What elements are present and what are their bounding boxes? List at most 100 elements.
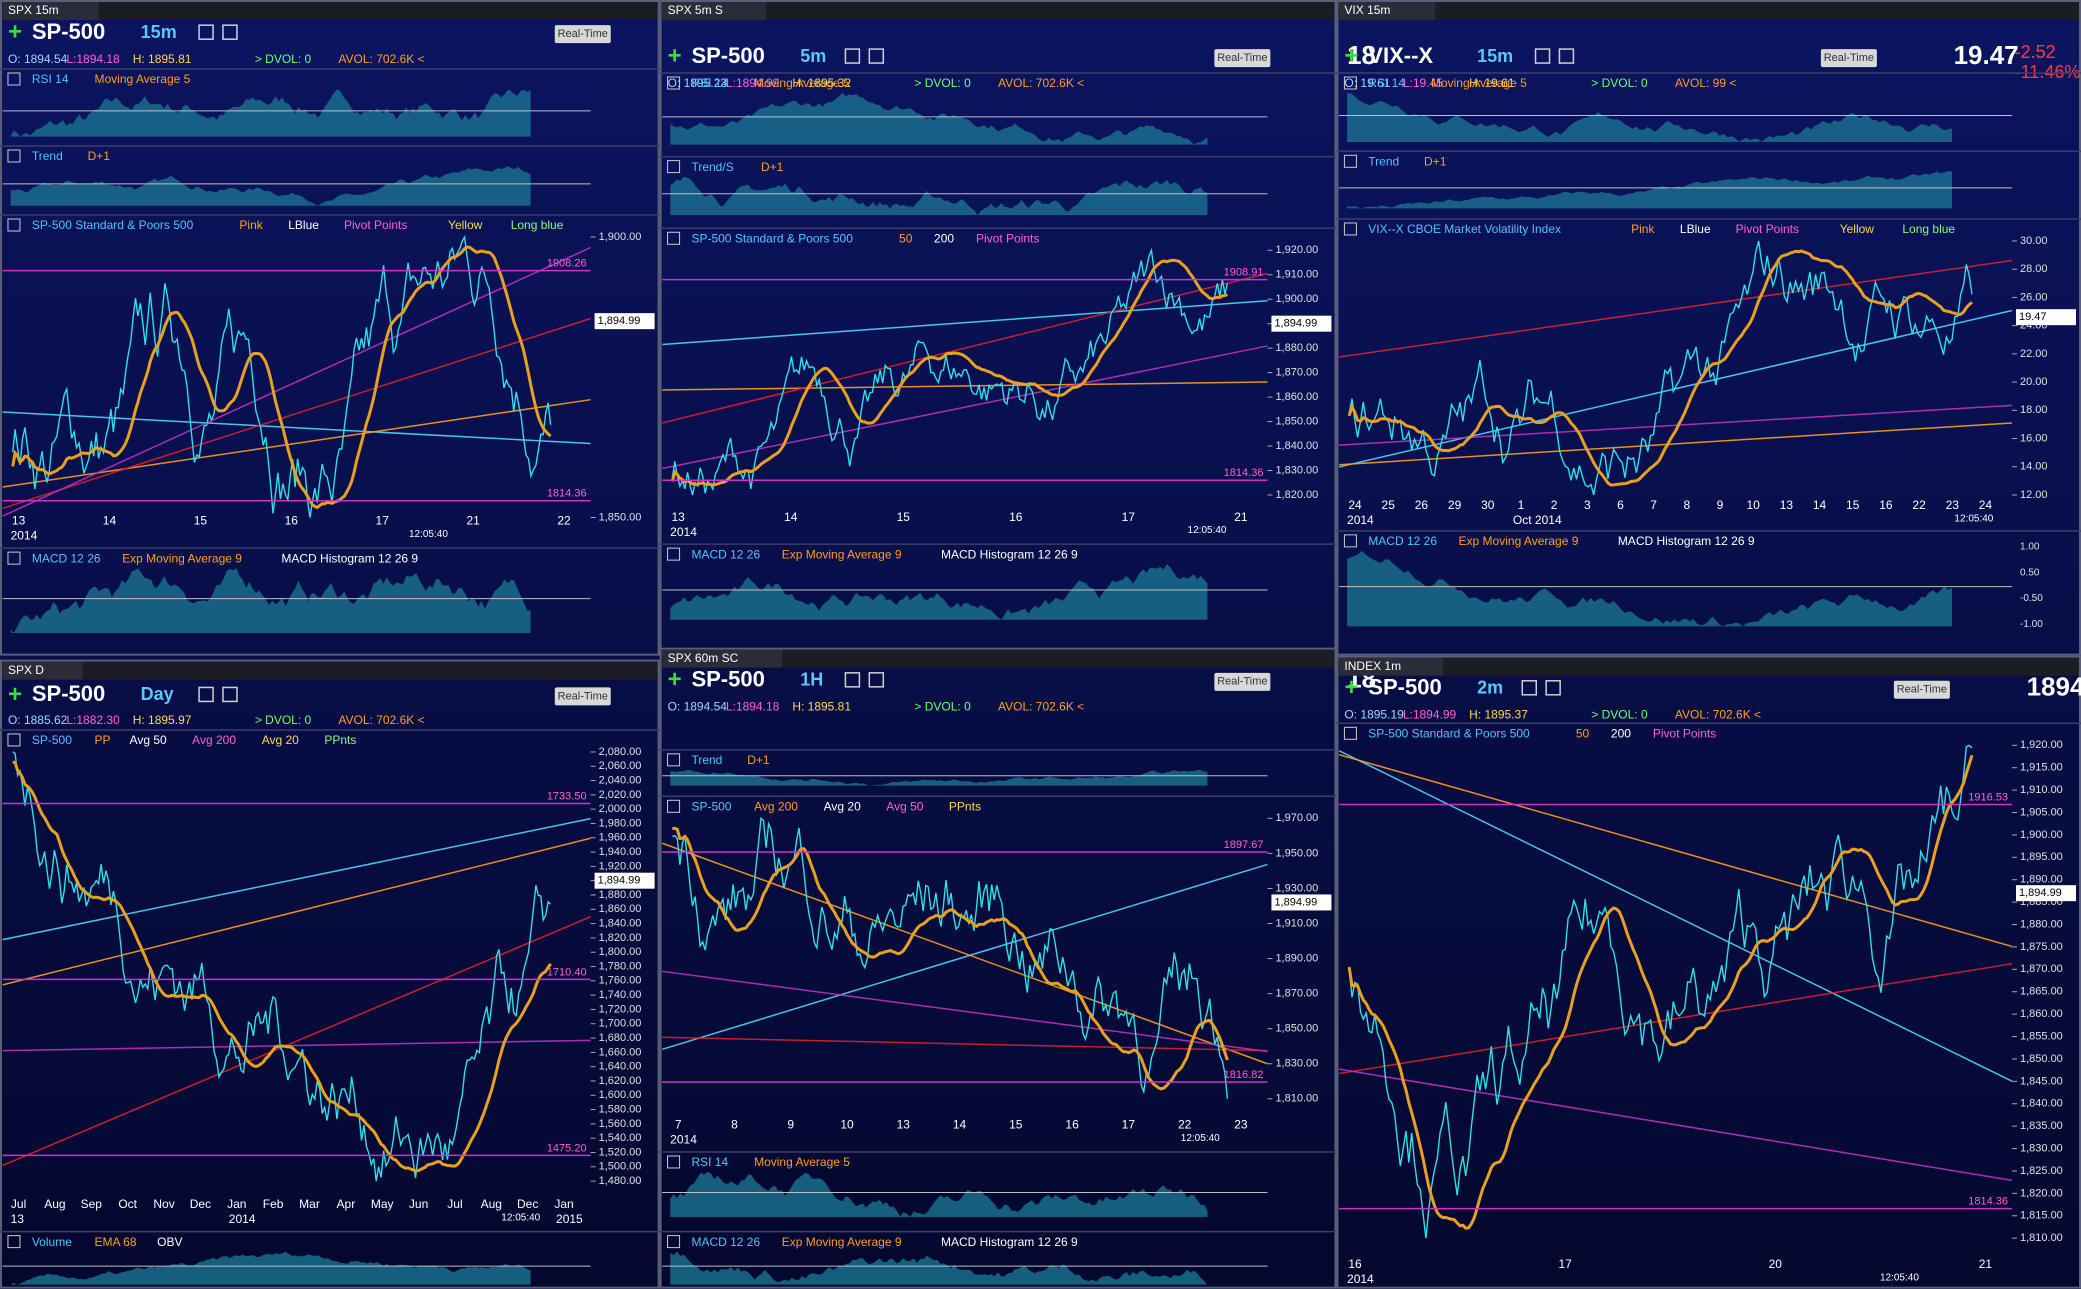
- study-label[interactable]: SP-500 Standard & Poors 500: [691, 231, 853, 245]
- study-label[interactable]: 200: [934, 231, 954, 245]
- study-label[interactable]: MACD 12 26: [691, 547, 760, 561]
- study-label[interactable]: Long blue: [511, 218, 564, 232]
- toolbar-icon[interactable]: [1521, 680, 1538, 696]
- study-label[interactable]: Pivot Points: [1653, 726, 1716, 740]
- study-label[interactable]: D+1: [761, 160, 784, 174]
- tab[interactable]: [2, 2, 99, 20]
- study-label[interactable]: Avg 50: [130, 733, 167, 747]
- close-pane[interactable]: [7, 733, 21, 747]
- close-pane[interactable]: [667, 799, 681, 813]
- close-pane[interactable]: [667, 753, 681, 767]
- toolbar-icon[interactable]: [198, 686, 214, 703]
- interval[interactable]: 15m: [1477, 46, 1513, 66]
- toolbar-icon[interactable]: [1558, 48, 1575, 64]
- study-label[interactable]: Pink: [239, 218, 263, 232]
- close-pane[interactable]: [1343, 534, 1357, 548]
- study-label[interactable]: PPnts: [324, 733, 356, 747]
- study-label[interactable]: SP-500: [691, 799, 731, 813]
- tab[interactable]: [2, 661, 83, 680]
- realtime-button[interactable]: [1214, 672, 1271, 691]
- study-label[interactable]: Pivot Points: [1736, 222, 1799, 236]
- realtime-label[interactable]: Real-Time: [1824, 52, 1874, 64]
- study-label[interactable]: RSI 14: [691, 1155, 728, 1169]
- study-label[interactable]: Pivot Points: [344, 218, 407, 232]
- toolbar-icon[interactable]: [868, 48, 885, 64]
- symbol[interactable]: SP-500: [1368, 675, 1441, 700]
- study-label[interactable]: Avg 50: [886, 799, 923, 813]
- study-label[interactable]: Exp Moving Average 9: [782, 1235, 902, 1249]
- study-label[interactable]: Avg 20: [824, 799, 861, 813]
- study-label[interactable]: MACD Histogram 12 26 9: [941, 547, 1078, 561]
- study-label[interactable]: 50: [899, 231, 913, 245]
- study-label[interactable]: SP-500 Standard & Poors 500: [32, 218, 194, 232]
- study-label[interactable]: LBlue: [1680, 222, 1711, 236]
- close-pane[interactable]: [1343, 726, 1357, 740]
- study-label[interactable]: Moving Average 5: [1431, 76, 1527, 90]
- close-pane[interactable]: [667, 231, 681, 245]
- tab[interactable]: [662, 2, 767, 20]
- study-label[interactable]: Pink: [1631, 222, 1655, 236]
- study-label[interactable]: MACD 12 26: [32, 551, 101, 565]
- study-label[interactable]: MACD Histogram 12 26 9: [281, 551, 418, 565]
- close-pane[interactable]: [1343, 222, 1357, 236]
- tab-title[interactable]: INDEX 1m: [1344, 659, 1401, 673]
- tab-title[interactable]: SPX D: [8, 663, 44, 677]
- study-label[interactable]: Exp Moving Average 9: [1459, 534, 1579, 548]
- study-label[interactable]: Trend: [691, 753, 722, 767]
- study-label[interactable]: Pivot Points: [976, 231, 1039, 245]
- tab-title[interactable]: SPX 60m SC: [668, 651, 739, 665]
- symbol[interactable]: SP-500: [32, 19, 105, 44]
- study-label[interactable]: Moving Average 5: [754, 1155, 850, 1169]
- study-label[interactable]: SP-500 Standard & Poors 500: [1368, 726, 1530, 740]
- close-pane[interactable]: [1343, 76, 1357, 90]
- realtime-button[interactable]: [1893, 680, 1950, 699]
- realtime-button[interactable]: [554, 687, 611, 706]
- study-label[interactable]: Exp Moving Average 9: [122, 551, 242, 565]
- symbol[interactable]: SP-500: [32, 681, 105, 706]
- close-pane[interactable]: [7, 1235, 21, 1249]
- toolbar-icon[interactable]: [1534, 48, 1551, 64]
- study-label[interactable]: Avg 200: [192, 733, 236, 747]
- realtime-label[interactable]: Real-Time: [1217, 52, 1267, 64]
- study-label[interactable]: OBV: [157, 1235, 182, 1249]
- study-label[interactable]: VIX--X CBOE Market Volatility Index: [1368, 222, 1561, 236]
- interval[interactable]: 2m: [1477, 678, 1503, 698]
- study-label[interactable]: MACD Histogram 12 26 9: [941, 1235, 1078, 1249]
- realtime-label[interactable]: Real-Time: [1217, 676, 1267, 688]
- study-label[interactable]: Volume: [32, 1235, 72, 1249]
- close-pane[interactable]: [7, 551, 21, 565]
- study-label[interactable]: Yellow: [1840, 222, 1875, 236]
- symbol[interactable]: SP-500: [691, 667, 764, 692]
- study-label[interactable]: Yellow: [448, 218, 483, 232]
- interval[interactable]: 1H: [800, 670, 823, 690]
- study-label[interactable]: 50: [1576, 726, 1590, 740]
- study-label[interactable]: Trend/S: [691, 160, 733, 174]
- tab-title[interactable]: VIX 15m: [1344, 3, 1390, 17]
- symbol[interactable]: VIX--X: [1368, 43, 1433, 68]
- study-label[interactable]: D+1: [1424, 154, 1447, 168]
- study-label[interactable]: Moving Average 5: [94, 72, 190, 86]
- study-label[interactable]: Trend: [32, 149, 63, 163]
- tab-title[interactable]: SPX 5m S: [668, 3, 723, 17]
- toolbar-icon[interactable]: [198, 24, 214, 40]
- study-label[interactable]: D+1: [88, 149, 111, 163]
- toolbar-icon[interactable]: [844, 672, 861, 688]
- study-label[interactable]: LBlue: [288, 218, 319, 232]
- close-pane[interactable]: [667, 1155, 681, 1169]
- study-label[interactable]: Exp Moving Average 9: [782, 547, 902, 561]
- close-pane[interactable]: [667, 547, 681, 561]
- realtime-label[interactable]: Real-Time: [558, 690, 608, 702]
- tab[interactable]: [662, 649, 783, 668]
- toolbar-icon[interactable]: [868, 672, 885, 688]
- realtime-button[interactable]: [1214, 49, 1271, 68]
- close-pane[interactable]: [7, 149, 21, 163]
- study-label[interactable]: Long blue: [1902, 222, 1955, 236]
- realtime-button[interactable]: [554, 25, 611, 44]
- study-label[interactable]: RSI 14: [691, 76, 728, 90]
- study-label[interactable]: Avg 20: [262, 733, 299, 747]
- toolbar-icon[interactable]: [222, 24, 238, 40]
- study-label[interactable]: Moving Average 5: [754, 76, 850, 90]
- toolbar-icon[interactable]: [844, 48, 861, 64]
- study-label[interactable]: MACD 12 26: [691, 1235, 760, 1249]
- tab[interactable]: [1339, 657, 1444, 676]
